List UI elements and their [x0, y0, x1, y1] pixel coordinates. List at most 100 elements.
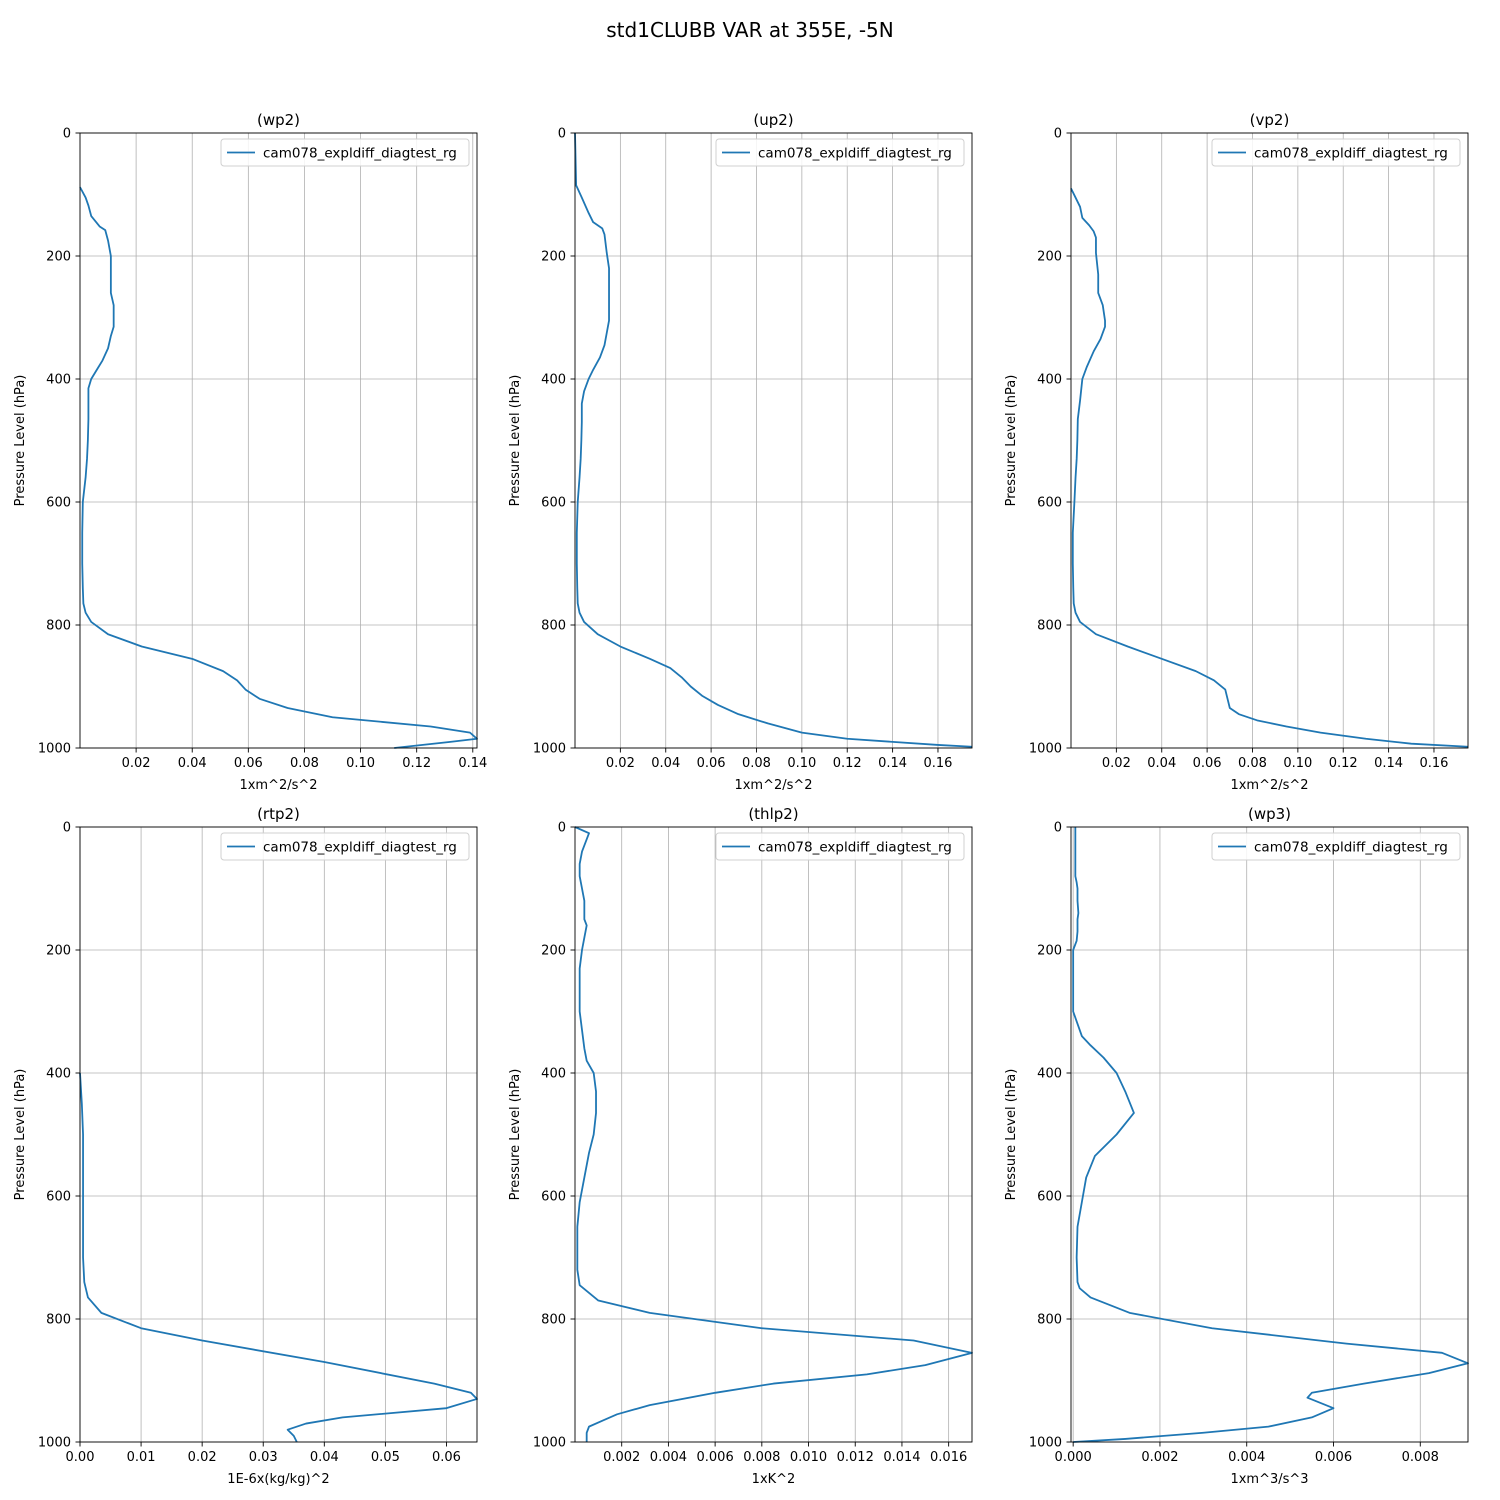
y-tick-label: 1000	[38, 1436, 71, 1451]
legend-entry-label: cam078_expldiff_diagtest_rg	[1254, 146, 1448, 162]
legend-box	[1211, 138, 1461, 167]
y-tick-label: 0	[63, 821, 71, 836]
legend-entry-label: cam078_expldiff_diagtest_rg	[263, 146, 457, 162]
y-tick-label: 0	[1054, 821, 1062, 836]
series-line-0	[79, 1072, 478, 1443]
x-tick-label: 0.014	[883, 1450, 920, 1465]
x-axis-label: 1xK^2	[752, 1472, 796, 1487]
x-tick-label: 0.002	[603, 1450, 640, 1465]
y-tick-label: 400	[46, 373, 71, 388]
y-axis-label: Pressure Level (hPa)	[1004, 1069, 1019, 1201]
series-line-0	[574, 826, 973, 1442]
y-axis-label: Pressure Level (hPa)	[508, 1069, 523, 1201]
x-tick-label: 0.06	[697, 756, 726, 771]
plot-frame	[1070, 826, 1469, 1443]
y-tick-label: 200	[1037, 944, 1062, 959]
x-tick-label: 0.05	[371, 1450, 400, 1465]
y-tick-label: 800	[46, 619, 71, 634]
y-axis-label: Pressure Level (hPa)	[508, 375, 523, 507]
y-tick-label: 200	[541, 944, 566, 959]
x-tick-label: 0.06	[1193, 756, 1222, 771]
y-tick-label: 600	[46, 496, 71, 511]
panel-3: 0.00 0.01 0.02 0.03 0.04 0.05 0.06 0 200 400 600 80…	[13, 805, 478, 1487]
legend-box	[220, 832, 470, 861]
panel-0: 0.02 0.04 0.06 0.08 0.10 0.12 0.14 0 200 400 600 80…	[13, 111, 487, 793]
plot-frame	[574, 132, 973, 749]
y-tick-label: 0	[558, 127, 566, 142]
x-tick-label: 0.06	[234, 756, 263, 771]
x-tick-label: 0.10	[1283, 756, 1312, 771]
y-tick-label: 0	[63, 127, 71, 142]
legend-entry-label: cam078_expldiff_diagtest_rg	[758, 146, 952, 162]
x-tick-label: 0.00	[66, 1450, 95, 1465]
x-axis-label: 1E-6x(kg/kg)^2	[227, 1472, 329, 1487]
plot-frame	[574, 826, 973, 1443]
y-axis-label: Pressure Level (hPa)	[1004, 375, 1019, 507]
y-tick-label: 600	[1037, 1190, 1062, 1205]
legend: cam078_expldiff_diagtest_rg	[1211, 138, 1461, 167]
x-tick-label: 0.02	[1102, 756, 1131, 771]
y-tick-label: 1000	[533, 742, 566, 757]
y-tick-label: 400	[541, 373, 566, 388]
panel-1: 0.02 0.04 0.06 0.08 0.10 0.12 0.14 0.16 0 200 400 6…	[508, 111, 973, 793]
x-tick-label: 0.14	[1374, 756, 1403, 771]
y-tick-label: 800	[1037, 619, 1062, 634]
y-tick-label: 800	[1037, 1313, 1062, 1328]
x-tick-label: 0.14	[878, 756, 907, 771]
panel-title: (wp2)	[257, 111, 300, 129]
y-tick-label: 800	[541, 619, 566, 634]
x-tick-label: 0.02	[188, 1450, 217, 1465]
y-axis-label: Pressure Level (hPa)	[13, 1069, 28, 1201]
x-tick-label: 0.03	[249, 1450, 278, 1465]
x-tick-label: 0.04	[178, 756, 207, 771]
legend-entry-label: cam078_expldiff_diagtest_rg	[758, 840, 952, 856]
legend-box	[715, 138, 965, 167]
plot-frame	[1070, 132, 1469, 749]
panel-title: (wp3)	[1248, 805, 1291, 823]
figure-title: std1CLUBB VAR at 355E, -5N	[606, 18, 893, 42]
x-axis-label: 1xm^2/s^2	[1230, 778, 1308, 793]
panel-2: 0.02 0.04 0.06 0.08 0.10 0.12 0.14 0.16 0 200 400 6…	[1004, 111, 1469, 793]
x-tick-label: 0.004	[650, 1450, 687, 1465]
panel-title: (vp2)	[1250, 111, 1290, 129]
x-tick-label: 0.02	[122, 756, 151, 771]
x-tick-label: 0.12	[833, 756, 862, 771]
series-line-0	[79, 186, 478, 749]
plot-frame	[79, 826, 478, 1443]
y-tick-label: 1000	[533, 1436, 566, 1451]
legend-box	[1211, 832, 1461, 861]
legend-entry-label: cam078_expldiff_diagtest_rg	[1254, 840, 1448, 856]
x-tick-label: 0.12	[1329, 756, 1358, 771]
y-tick-label: 200	[1037, 250, 1062, 265]
x-tick-label: 0.04	[310, 1450, 339, 1465]
legend-box	[715, 832, 965, 861]
y-axis-label: Pressure Level (hPa)	[13, 375, 28, 507]
series-line-0	[1070, 187, 1469, 748]
y-tick-label: 200	[46, 944, 71, 959]
y-tick-label: 0	[1054, 127, 1062, 142]
x-tick-label: 0.10	[787, 756, 816, 771]
x-tick-label: 0.000	[1055, 1450, 1092, 1465]
x-tick-label: 0.08	[742, 756, 771, 771]
x-tick-label: 0.08	[1238, 756, 1267, 771]
y-tick-label: 0	[558, 821, 566, 836]
y-tick-label: 1000	[1029, 742, 1062, 757]
legend: cam078_expldiff_diagtest_rg	[715, 138, 965, 167]
legend: cam078_expldiff_diagtest_rg	[220, 138, 470, 167]
x-axis-label: 1xm^2/s^2	[239, 778, 317, 793]
y-tick-label: 600	[541, 496, 566, 511]
x-tick-label: 0.006	[697, 1450, 734, 1465]
x-axis-label: 1xm^2/s^2	[734, 778, 812, 793]
x-tick-label: 0.004	[1228, 1450, 1265, 1465]
y-tick-label: 400	[1037, 373, 1062, 388]
legend: cam078_expldiff_diagtest_rg	[1211, 832, 1461, 861]
y-tick-label: 1000	[1029, 1436, 1062, 1451]
y-tick-label: 200	[541, 250, 566, 265]
panel-4: 0.002 0.004 0.006 0.008 0.010 0.012 0.014 0.016…	[508, 805, 973, 1487]
panel-title: (thlp2)	[748, 805, 798, 823]
y-tick-label: 600	[541, 1190, 566, 1205]
y-tick-label: 800	[541, 1313, 566, 1328]
legend-entry-label: cam078_expldiff_diagtest_rg	[263, 840, 457, 856]
